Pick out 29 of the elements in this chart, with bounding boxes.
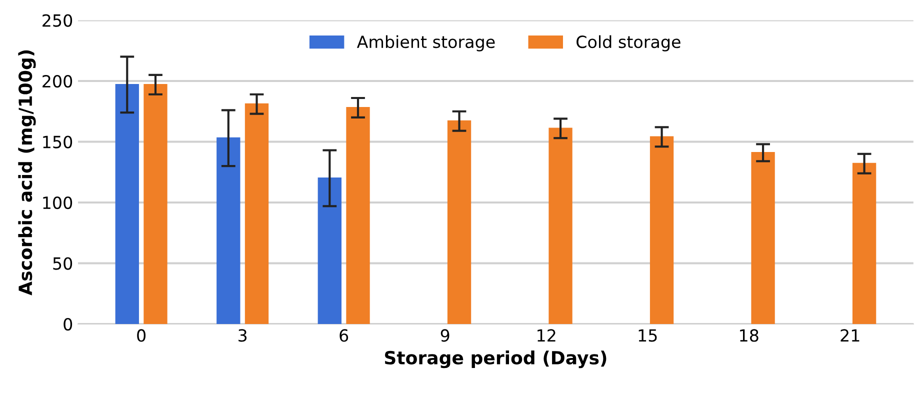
bar bbox=[115, 84, 139, 324]
bar bbox=[144, 84, 168, 324]
x-tick-label: 6 bbox=[340, 329, 348, 342]
x-tick-label: 18 bbox=[740, 329, 758, 342]
bar bbox=[447, 120, 472, 324]
x-tick-label: 9 bbox=[440, 329, 450, 342]
bar bbox=[751, 152, 775, 324]
x-axis-title: Storage period (Days) bbox=[384, 350, 606, 368]
bar bbox=[346, 107, 370, 324]
legend-label: Cold storage bbox=[576, 35, 680, 52]
bar bbox=[244, 103, 269, 324]
y-tick-label: 100 bbox=[43, 196, 72, 210]
y-tick-label: 150 bbox=[43, 136, 72, 148]
bar bbox=[318, 178, 342, 324]
bar bbox=[852, 162, 876, 324]
bar bbox=[548, 128, 572, 324]
x-tick-label: 0 bbox=[137, 329, 146, 342]
x-tick-label: 21 bbox=[840, 329, 860, 342]
legend-label: Ambient storage bbox=[356, 35, 495, 52]
y-axis-title: Ascorbic acid (mg/100g) bbox=[18, 50, 36, 296]
x-tick-label: 15 bbox=[638, 329, 657, 342]
bar bbox=[216, 137, 240, 324]
y-tick-label: 200 bbox=[42, 74, 72, 88]
y-tick-label: 0 bbox=[64, 318, 72, 331]
y-tick-label: 50 bbox=[53, 257, 72, 270]
bar bbox=[650, 136, 674, 324]
x-tick-label: 12 bbox=[538, 329, 556, 342]
y-tick-label: 250 bbox=[42, 14, 72, 27]
x-tick-label: 3 bbox=[238, 329, 247, 342]
